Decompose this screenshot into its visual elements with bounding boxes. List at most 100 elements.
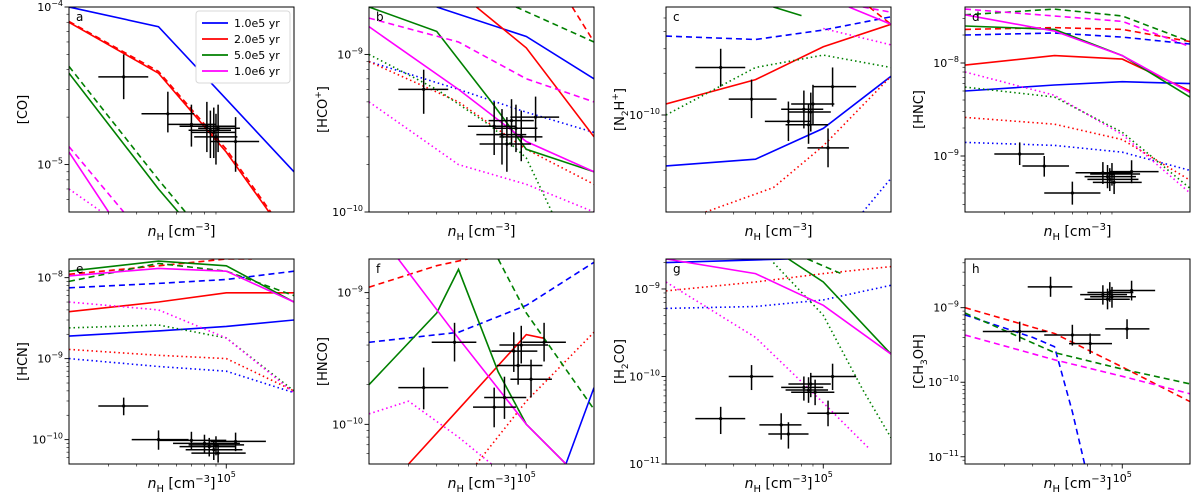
y-tick-label: 10−5 (37, 157, 63, 172)
data-point-c (791, 84, 835, 125)
panel-letter: g (673, 262, 681, 276)
series-line-d (965, 8, 1190, 43)
data-point-h (982, 321, 1047, 342)
series-line-f (475, 331, 594, 464)
x-tick-label: 105 (217, 470, 236, 485)
x-axis-label: nH [cm−3] (148, 474, 216, 495)
data-point-g (807, 400, 849, 427)
series-line-c (862, 177, 891, 212)
y-tick-label: 10−10 (629, 107, 660, 122)
series-line-d (965, 32, 1190, 45)
panel-letter: h (972, 262, 980, 276)
series-line-e (69, 301, 294, 394)
data-point-a (141, 91, 195, 133)
axes-frame-g (665, 258, 892, 465)
data-point-f (496, 345, 543, 385)
series-line-f (565, 387, 594, 464)
panel-a: 10−5 10−4 a nH [cm−3] [CO] (16, 0, 295, 243)
series-line-c (868, 7, 891, 25)
y-axis-label: [CO] (16, 95, 31, 124)
series-line-e (69, 291, 294, 313)
data-point-g (785, 377, 829, 403)
legend: 1.0e5 yr 2.0e5 yr 5.0e5 yr 1.0e6 yr (195, 10, 291, 84)
y-tick-label: 10−9 (337, 46, 363, 61)
data-point-h (1069, 333, 1112, 354)
data-point-e (98, 397, 149, 416)
legend-label: 2.0e5 yr (234, 33, 280, 46)
series-line-c (823, 27, 891, 46)
axes-frame-e (68, 258, 295, 465)
y-tick-label: 10−8 (933, 55, 959, 70)
data-point-a (210, 117, 260, 172)
panel-letter: e (76, 262, 83, 276)
panel-h: 10−11 10−10 10−9 105 h nH [cm−3] [CH3OH] (912, 258, 1191, 495)
y-tick-label: 10−8 (37, 270, 63, 285)
x-tick-label: 105 (517, 470, 536, 485)
series-line-c (705, 75, 891, 212)
data-point-f (522, 322, 566, 362)
data-point-g (781, 376, 824, 401)
series-line-b (436, 7, 594, 80)
panel-g: 10−11 10−10 10−9 105 g nH [cm−3] [H2CO] (613, 258, 892, 495)
y-axis-label: [HCN] (16, 342, 31, 381)
data-point-c (807, 128, 849, 168)
data-point-e (210, 432, 266, 452)
series-line-h (965, 312, 1190, 385)
data-point-c (812, 67, 857, 107)
data-point-d (1092, 170, 1142, 195)
panel-letter: c (673, 10, 680, 24)
data-point-f (473, 387, 516, 428)
y-tick-label: 10−4 (37, 0, 63, 14)
data-point-d (1075, 162, 1132, 185)
x-axis-label: nH [cm−3] (448, 474, 516, 495)
data-point-b (510, 96, 560, 142)
panel-letter: b (376, 10, 384, 24)
y-tick-label: 10−10 (332, 416, 363, 431)
legend-item: 1.0e6 yr (202, 65, 280, 78)
y-tick-label: 10−10 (332, 204, 363, 219)
data-point-h (1087, 282, 1134, 302)
data-point-a (191, 107, 236, 159)
data-point-d (1044, 181, 1101, 205)
axes-frame-a (68, 6, 295, 213)
series-line-d (965, 14, 1190, 94)
data-point-a (98, 54, 149, 100)
data-point-f (431, 322, 477, 362)
x-axis-label: nH [cm−3] (448, 222, 516, 243)
series-line-a (69, 21, 271, 212)
y-tick-label: 10−11 (928, 449, 959, 464)
plot-area-c (666, 7, 891, 212)
series-line-c (773, 7, 802, 17)
x-axis-label: nH [cm−3] (148, 222, 216, 243)
data-point-b (488, 99, 534, 147)
y-tick-label: 10−9 (933, 148, 959, 163)
series-line-a (69, 65, 187, 212)
y-axis-label: [HCO+] (314, 86, 331, 133)
series-line-b (369, 60, 594, 186)
series-line-d (965, 80, 1190, 92)
y-axis-label: [H2CO] (613, 339, 631, 384)
data-point-f (510, 359, 552, 398)
y-tick-label: 10−9 (37, 351, 63, 366)
data-point-h (1027, 276, 1073, 297)
y-axis-label: [HNC] (912, 90, 927, 129)
series-line-g (787, 259, 891, 355)
panel-e: 10−10 10−9 10−8 105 e nH [cm−3] [HCN] (16, 258, 295, 495)
y-axis-label: [CH3OH] (912, 334, 930, 389)
series-line-c (862, 7, 891, 13)
data-point-c (781, 90, 824, 129)
axes-frame-h (964, 258, 1191, 465)
series-line-d (965, 54, 1190, 92)
data-point-f (398, 367, 449, 410)
panel-letter: d (972, 10, 980, 24)
series-line-e (69, 262, 294, 297)
data-point-c (695, 48, 746, 87)
series-line-b (369, 17, 594, 103)
series-line-h (965, 306, 1190, 403)
legend-label: 1.0e6 yr (234, 65, 280, 78)
series-line-f (397, 259, 567, 464)
x-tick-label: 105 (1113, 470, 1132, 485)
series-line-g (807, 259, 842, 275)
data-point-g (791, 379, 835, 406)
